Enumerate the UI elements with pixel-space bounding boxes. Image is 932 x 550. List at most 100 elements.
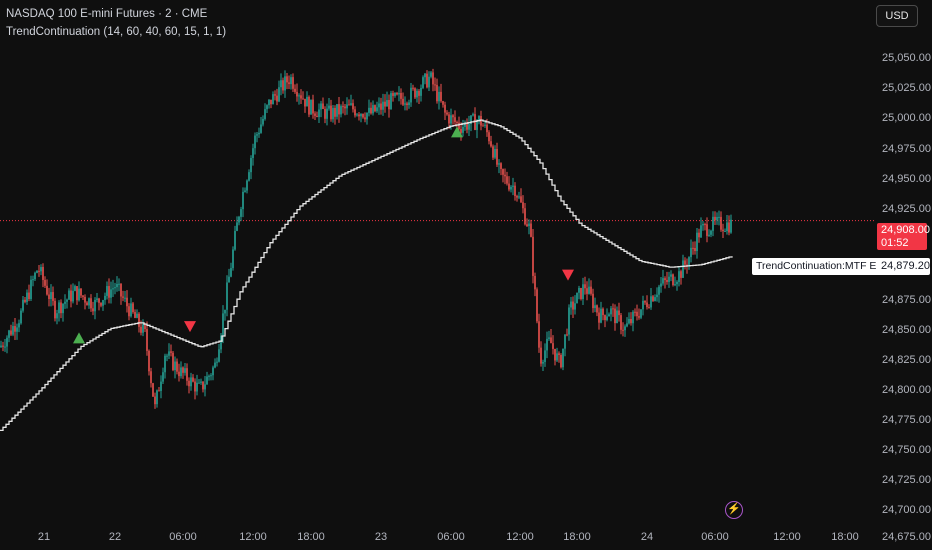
candle-body [266, 105, 268, 110]
candle-body [140, 326, 142, 333]
candle-body [714, 216, 716, 221]
candle-body [354, 109, 356, 116]
candle-body [542, 362, 544, 364]
x-tick-label: 18:00 [563, 531, 591, 543]
candle-body [518, 196, 520, 198]
candle-body [638, 316, 640, 318]
buy-signal-arrow [73, 332, 85, 344]
candle-body [646, 302, 648, 308]
candle-body [516, 196, 518, 198]
candle-body [568, 307, 570, 335]
candle-body [432, 72, 434, 85]
sell-signal-arrow [184, 321, 196, 333]
candle-body [520, 196, 522, 203]
candle-body [188, 380, 190, 387]
candle-body [158, 390, 160, 392]
candle-body [468, 124, 470, 130]
candle-body [192, 377, 194, 382]
candle-body [58, 302, 60, 314]
candle-body [614, 308, 616, 324]
candle-body [688, 257, 690, 266]
ema-value-tag: 24,879.20 [877, 258, 930, 275]
candle-body [574, 303, 576, 310]
candle-body [348, 104, 350, 106]
symbol-title[interactable]: NASDAQ 100 E-mini Futures · 2 · CME [6, 8, 208, 20]
candle-body [502, 168, 504, 175]
candle-body [496, 148, 498, 165]
currency-button[interactable]: USD [876, 5, 918, 27]
candle-body [492, 146, 494, 158]
candle-body [116, 284, 118, 288]
indicator-legend[interactable]: TrendContinuation (14, 60, 40, 60, 15, 1… [6, 26, 227, 38]
candle-body [146, 329, 148, 351]
candle-body [582, 284, 584, 300]
candle-body [16, 327, 18, 332]
candle-body [464, 122, 466, 127]
candle-body [388, 100, 390, 110]
candle-body [286, 76, 288, 83]
candle-body [530, 223, 532, 237]
candle-body [606, 316, 608, 321]
candle-body [94, 299, 96, 312]
candle-body [402, 98, 404, 105]
candle-body [538, 321, 540, 348]
candle-body [202, 381, 204, 390]
candle-body [640, 309, 642, 318]
y-tick-label: 24,775.00 [882, 414, 931, 426]
candle-body [48, 294, 50, 299]
candle-body [0, 345, 2, 347]
candle-body [704, 224, 706, 226]
candle-body [182, 367, 184, 373]
x-tick-label: 12:00 [506, 531, 534, 543]
candle-body [206, 376, 208, 385]
candle-body [524, 208, 526, 225]
candle-body [254, 135, 256, 149]
candle-body [46, 285, 48, 295]
candle-body [712, 216, 714, 231]
candle-body [590, 286, 592, 294]
candle-body [728, 222, 730, 233]
candle-body [540, 347, 542, 364]
candle-body [328, 105, 330, 109]
candle-body [352, 103, 354, 110]
candle-body [162, 372, 164, 382]
candle-body [672, 274, 674, 285]
candle-body [654, 297, 656, 301]
candle-body [622, 329, 624, 331]
candle-body [548, 337, 550, 339]
candle-body [70, 290, 72, 302]
candle-body [454, 117, 456, 123]
candle-body [394, 92, 396, 96]
candle-body [336, 104, 338, 117]
candle-body [368, 107, 370, 113]
candle-body [166, 355, 168, 357]
candle-body [534, 275, 536, 290]
candle-body [82, 295, 84, 297]
candle-body [466, 122, 468, 130]
candle-body [104, 295, 106, 301]
candle-body [510, 186, 512, 190]
lightning-icon[interactable]: ⚡ [725, 501, 743, 519]
candle-body [658, 286, 660, 295]
candle-body [74, 286, 76, 291]
candle-body [264, 109, 266, 119]
candle-body [722, 229, 724, 232]
candle-body [274, 94, 276, 96]
candle-body [244, 190, 246, 192]
candle-body [674, 284, 676, 286]
candle-body [634, 311, 636, 313]
candle-body [282, 80, 284, 91]
candle-body [250, 157, 252, 173]
candle-body [14, 326, 16, 332]
x-tick-label: 23 [374, 531, 388, 543]
candle-body [694, 247, 696, 252]
candle-body [608, 314, 610, 317]
candle-body [256, 134, 258, 136]
candle-body [110, 289, 112, 298]
candle-body [90, 298, 92, 309]
candle-body [124, 297, 126, 299]
candle-body [416, 90, 418, 98]
candle-body [564, 334, 566, 349]
candle-body [56, 313, 58, 319]
